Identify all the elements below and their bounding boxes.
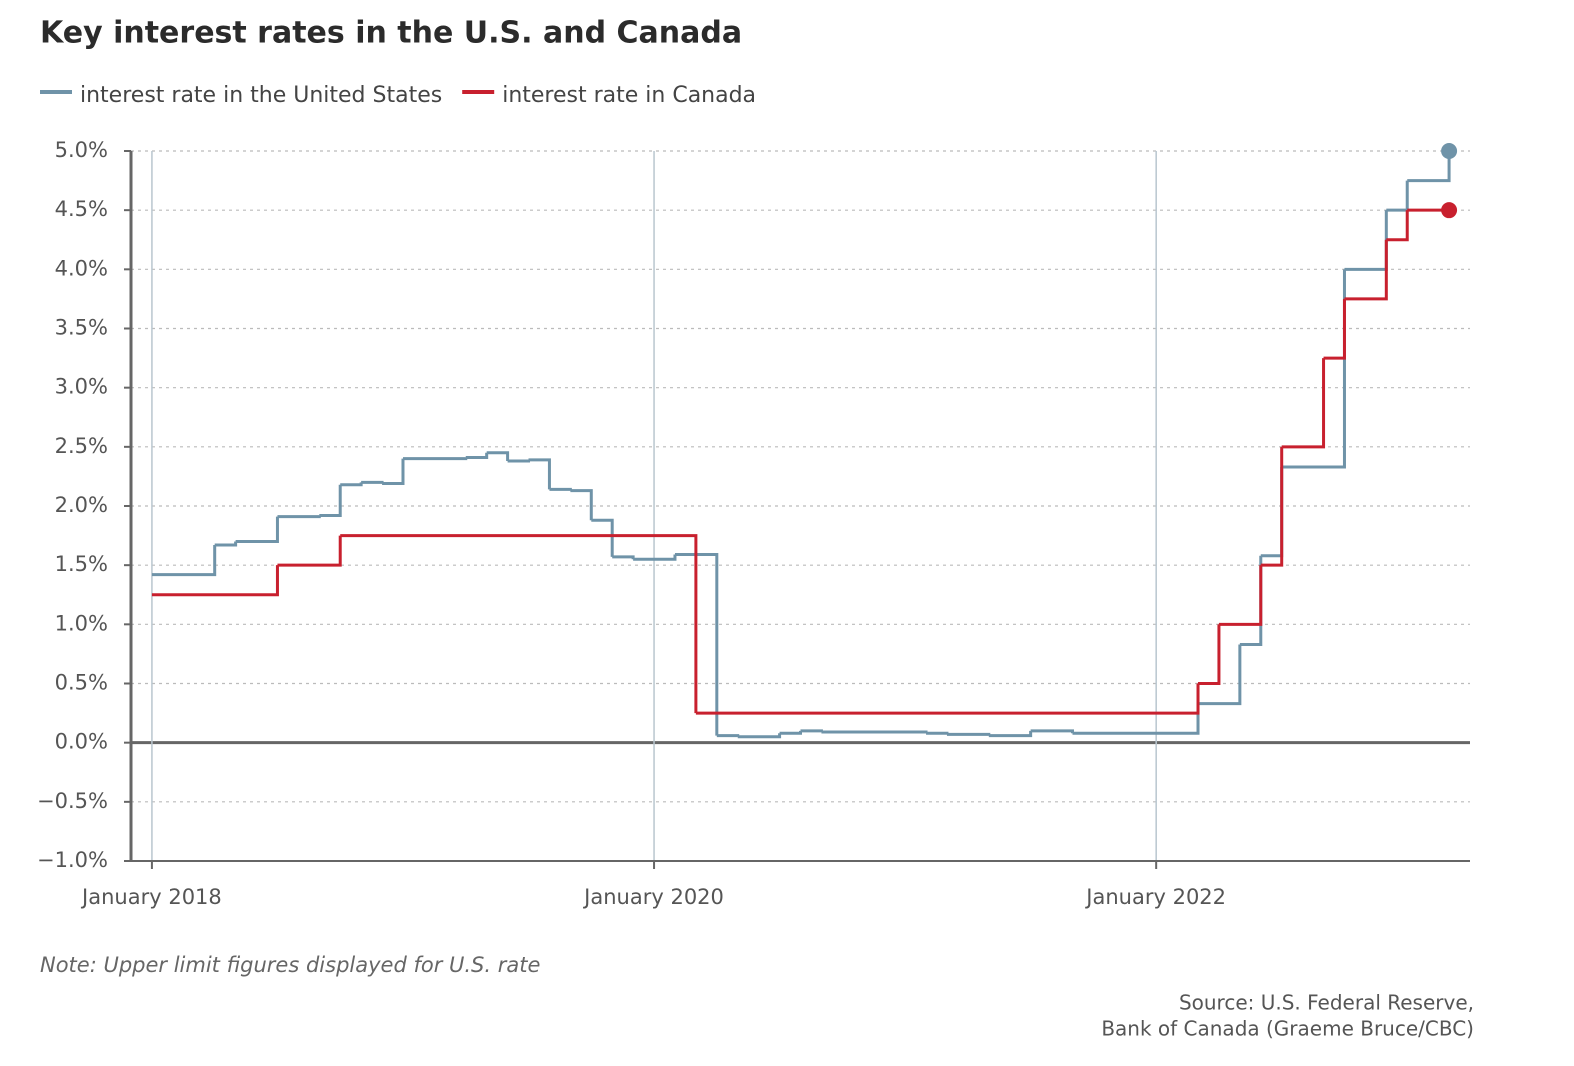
legend-label: interest rate in Canada bbox=[502, 83, 756, 108]
rate-step bbox=[319, 484, 342, 517]
y-tick-label: 2.0% bbox=[55, 493, 108, 517]
rate-step bbox=[340, 482, 363, 487]
y-tick-label: 3.5% bbox=[55, 316, 108, 340]
rate-step bbox=[1072, 703, 1200, 735]
y-tick-label: 1.0% bbox=[55, 611, 108, 635]
chart-title: Key interest rates in the U.S. and Canad… bbox=[40, 16, 742, 51]
rate-step bbox=[382, 458, 405, 486]
rate-step bbox=[612, 555, 635, 560]
rate-step bbox=[633, 554, 677, 561]
rate-step bbox=[674, 553, 719, 736]
note: Note: Upper limit figures displayed for … bbox=[40, 953, 540, 977]
rate-step bbox=[1281, 269, 1346, 469]
rate-step bbox=[570, 489, 593, 521]
y-tick-label: 0.0% bbox=[55, 730, 108, 754]
rate-step bbox=[549, 487, 572, 491]
legend-label: interest rate in the United States bbox=[80, 83, 442, 108]
rate-step bbox=[988, 730, 1033, 738]
end-dot bbox=[1441, 202, 1458, 219]
rate-step bbox=[800, 729, 823, 733]
rate-step bbox=[361, 480, 384, 484]
y-tick-label: 3.0% bbox=[55, 375, 108, 399]
rate-step bbox=[716, 734, 740, 738]
rate-step bbox=[1386, 180, 1409, 212]
rate-step bbox=[1239, 555, 1263, 646]
rate-step bbox=[1260, 446, 1284, 567]
source: Source: U.S. Federal Reserve, bbox=[1179, 991, 1474, 1015]
y-tick-label: 0.5% bbox=[55, 671, 108, 695]
rate-step bbox=[1281, 358, 1326, 449]
rate-step bbox=[1260, 466, 1284, 558]
rate-step bbox=[402, 457, 468, 461]
rate-step bbox=[926, 731, 949, 735]
x-tick-label: January 2020 bbox=[582, 885, 724, 909]
rate-step bbox=[277, 515, 321, 519]
rate-step bbox=[1323, 298, 1346, 360]
y-tick-label: 5.0% bbox=[55, 138, 108, 162]
rate-step bbox=[465, 452, 489, 459]
rate-step bbox=[151, 565, 279, 597]
rate-step bbox=[946, 732, 991, 736]
rate-step bbox=[591, 518, 614, 557]
rate-step bbox=[1386, 210, 1409, 242]
y-tick-label: −0.5% bbox=[37, 789, 108, 813]
rate-step bbox=[1030, 729, 1074, 734]
y-tick-label: −1.0% bbox=[37, 848, 108, 872]
rate-step bbox=[528, 458, 551, 490]
x-tick-label: January 2022 bbox=[1084, 885, 1226, 909]
rate-step bbox=[507, 459, 531, 463]
y-tick-label: 2.5% bbox=[55, 434, 108, 458]
rate-step bbox=[340, 534, 698, 714]
rate-step bbox=[695, 683, 1200, 715]
end-dot bbox=[1441, 143, 1458, 159]
rate-step bbox=[235, 516, 279, 543]
rate-step bbox=[1344, 210, 1388, 271]
rate-step bbox=[1344, 239, 1388, 301]
rate-step bbox=[486, 451, 510, 462]
rate-step bbox=[277, 535, 342, 567]
rate-step bbox=[151, 545, 217, 577]
rate-step bbox=[214, 541, 238, 547]
rate-step bbox=[1407, 151, 1451, 183]
x-tick-label: January 2018 bbox=[80, 885, 222, 909]
rate-step bbox=[1198, 624, 1221, 685]
rate-step bbox=[1218, 565, 1263, 626]
y-tick-label: 4.5% bbox=[55, 197, 108, 221]
rate-step bbox=[821, 730, 928, 734]
y-tick-label: 1.5% bbox=[55, 552, 108, 576]
source: Bank of Canada (Graeme Bruce/CBC) bbox=[1101, 1017, 1474, 1041]
rate-step bbox=[779, 730, 802, 735]
y-tick-label: 4.0% bbox=[55, 256, 108, 280]
rate-step bbox=[737, 733, 782, 739]
rate-step bbox=[1198, 644, 1242, 706]
